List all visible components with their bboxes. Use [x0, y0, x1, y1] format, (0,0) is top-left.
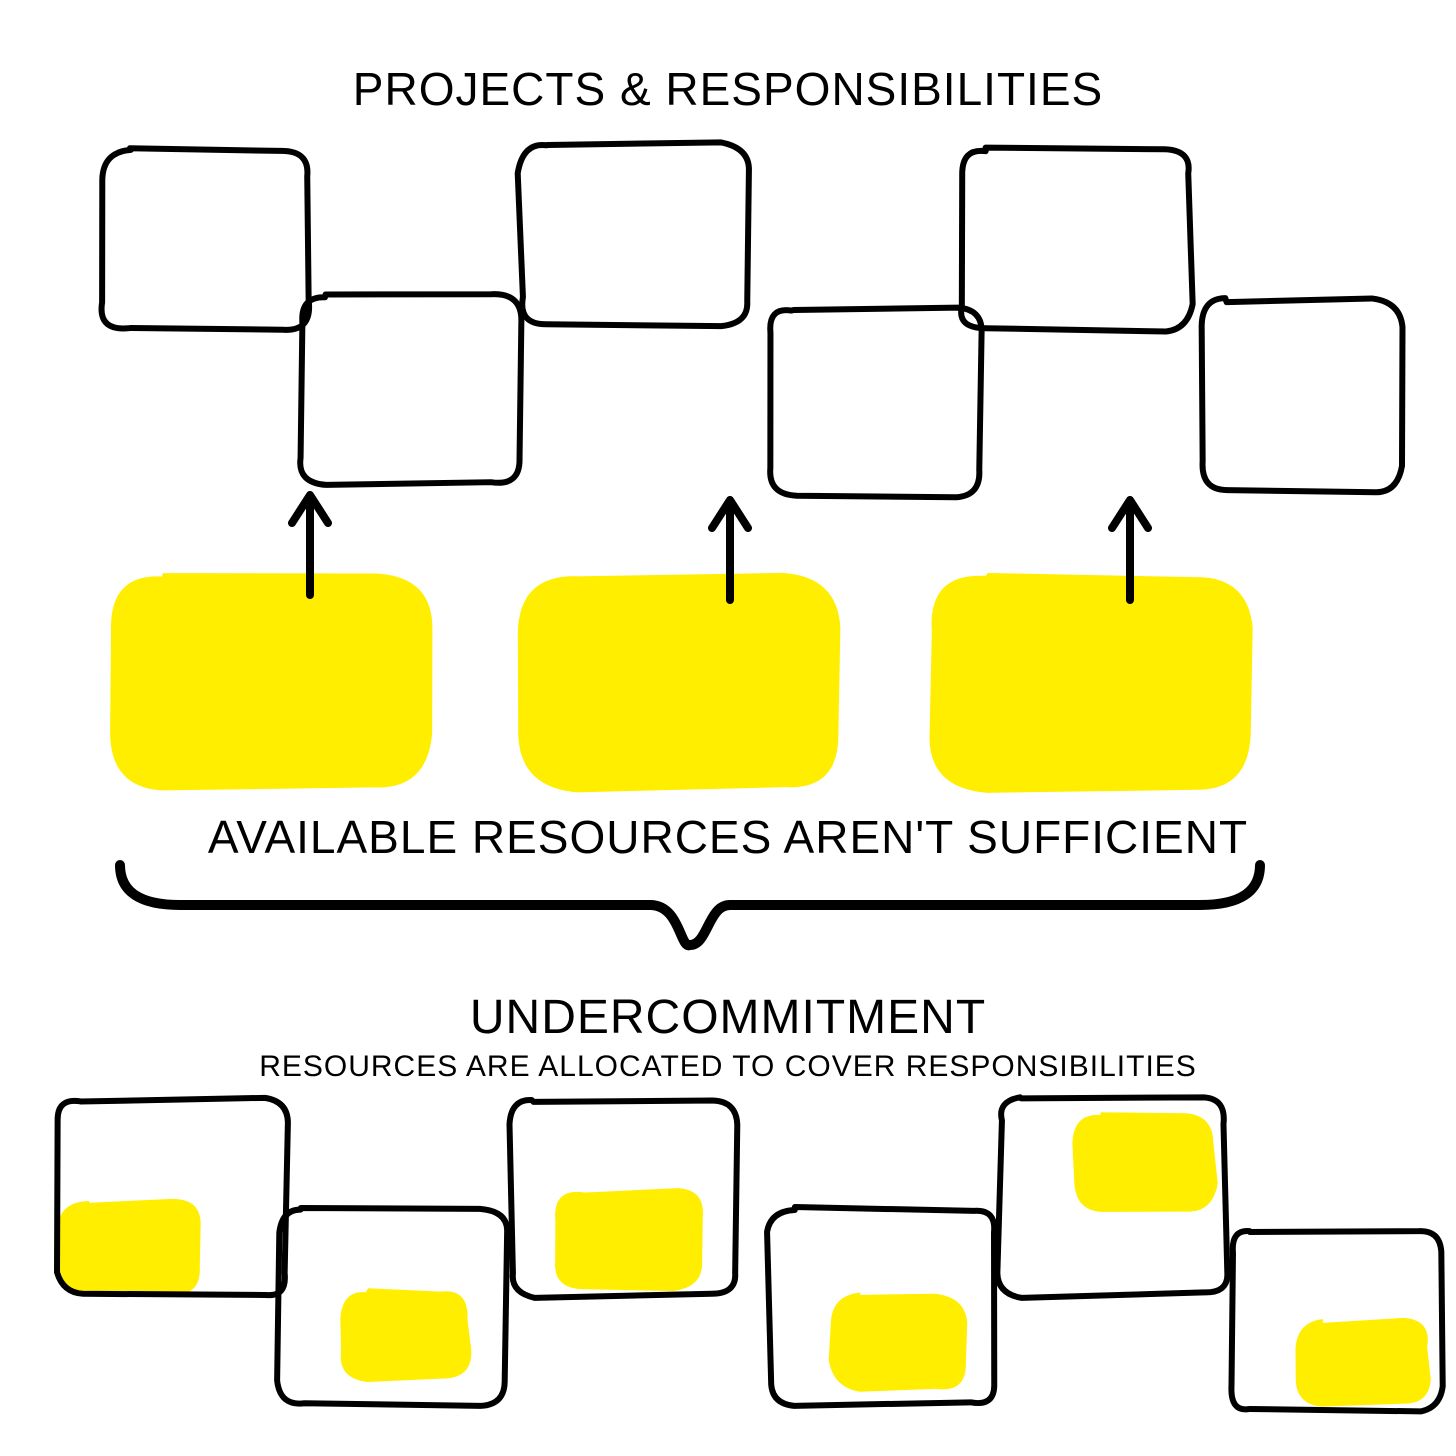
- sketch-layer: [0, 0, 1456, 1456]
- diagram-canvas: PROJECTS & RESPONSIBILITIES AVAILABLE RE…: [0, 0, 1456, 1456]
